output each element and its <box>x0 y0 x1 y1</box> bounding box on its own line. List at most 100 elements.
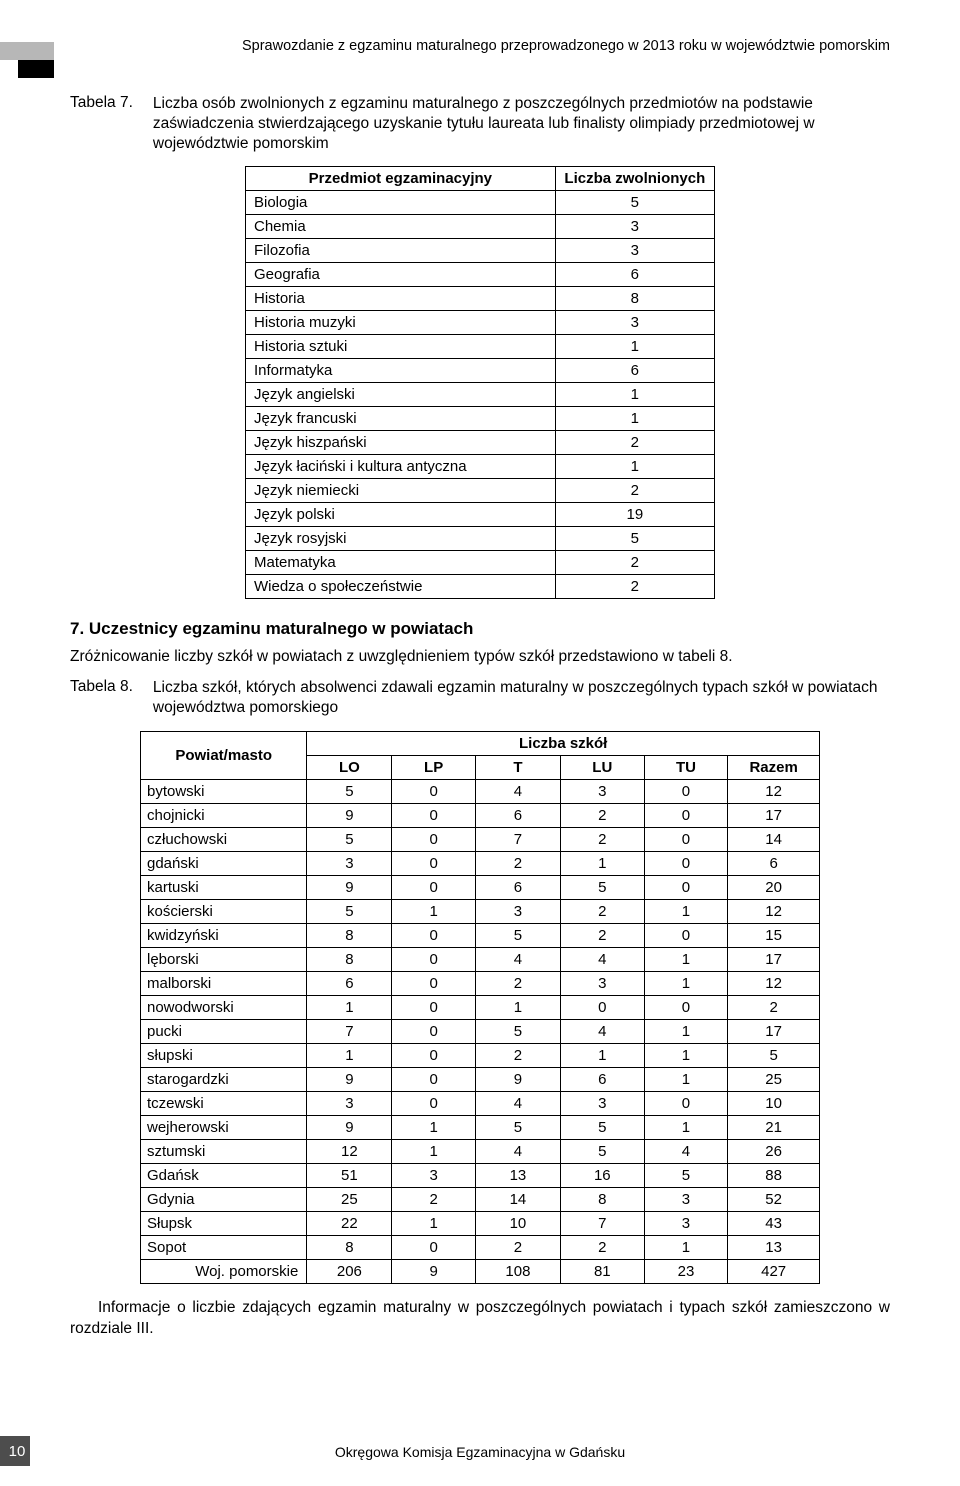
cell-subject: Język hiszpański <box>246 431 556 455</box>
cell-value: 0 <box>392 803 475 827</box>
cell-total-value: 206 <box>307 1259 392 1283</box>
cell-value: 3 <box>307 851 392 875</box>
table-row: pucki7054117 <box>141 1019 820 1043</box>
cell-value: 5 <box>560 875 644 899</box>
table-row: kartuski9065020 <box>141 875 820 899</box>
paragraph: Zróżnicowanie liczby szkół w powiatach z… <box>70 647 890 668</box>
table-row: gdański302106 <box>141 851 820 875</box>
cell-powiat: gdański <box>141 851 307 875</box>
cell-value: 0 <box>392 1067 475 1091</box>
cell-value: 0 <box>392 1043 475 1067</box>
table8-sub-lp: LP <box>392 755 475 779</box>
cell-value: 1 <box>392 1115 475 1139</box>
cell-value: 3 <box>644 1211 728 1235</box>
cell-value: 0 <box>392 923 475 947</box>
square-icon <box>18 42 36 60</box>
cell-value: 6 <box>475 875 560 899</box>
cell-value: 2 <box>475 1043 560 1067</box>
cell-count: 3 <box>555 239 714 263</box>
table7-col-subject: Przedmiot egzaminacyjny <box>246 167 556 191</box>
cell-powiat: malborski <box>141 971 307 995</box>
cell-count: 2 <box>555 551 714 575</box>
table8-sub-t: T <box>475 755 560 779</box>
cell-value: 3 <box>392 1163 475 1187</box>
table-row: Matematyka2 <box>246 551 715 575</box>
cell-value: 7 <box>475 827 560 851</box>
table-row: słupski102115 <box>141 1043 820 1067</box>
cell-value: 0 <box>392 875 475 899</box>
cell-value: 3 <box>644 1187 728 1211</box>
cell-powiat: bytowski <box>141 779 307 803</box>
cell-count: 6 <box>555 263 714 287</box>
table-row: kościerski5132112 <box>141 899 820 923</box>
cell-value: 14 <box>475 1187 560 1211</box>
cell-value: 0 <box>644 803 728 827</box>
cell-value: 0 <box>560 995 644 1019</box>
cell-value: 5 <box>560 1139 644 1163</box>
cell-value: 0 <box>392 1235 475 1259</box>
cell-value: 12 <box>728 779 820 803</box>
table-row: kwidzyński8052015 <box>141 923 820 947</box>
cell-value: 2 <box>475 851 560 875</box>
square-icon <box>36 60 54 78</box>
cell-value: 0 <box>644 995 728 1019</box>
cell-value: 10 <box>728 1091 820 1115</box>
cell-value: 8 <box>560 1187 644 1211</box>
cell-value: 5 <box>475 923 560 947</box>
cell-value: 0 <box>392 971 475 995</box>
table-row: człuchowski5072014 <box>141 827 820 851</box>
table-row: nowodworski101002 <box>141 995 820 1019</box>
table-row: Wiedza o społeczeństwie2 <box>246 575 715 599</box>
cell-value: 5 <box>307 827 392 851</box>
table-row: Język hiszpański2 <box>246 431 715 455</box>
table-row: Biologia5 <box>246 191 715 215</box>
table-row: Język francuski1 <box>246 407 715 431</box>
cell-value: 1 <box>560 851 644 875</box>
table-row: Historia8 <box>246 287 715 311</box>
cell-subject: Chemia <box>246 215 556 239</box>
cell-total-label: Woj. pomorskie <box>141 1259 307 1283</box>
cell-powiat: Słupsk <box>141 1211 307 1235</box>
table-row: Gdynia252148352 <box>141 1187 820 1211</box>
cell-value: 12 <box>728 971 820 995</box>
table-row: sztumski12145426 <box>141 1139 820 1163</box>
cell-powiat: kościerski <box>141 899 307 923</box>
table8-col-powiat: Powiat/masto <box>141 731 307 779</box>
cell-value: 0 <box>644 779 728 803</box>
cell-count: 2 <box>555 575 714 599</box>
cell-value: 3 <box>475 899 560 923</box>
cell-total-value: 81 <box>560 1259 644 1283</box>
table7: Przedmiot egzaminacyjny Liczba zwolniony… <box>245 166 715 599</box>
cell-value: 0 <box>392 779 475 803</box>
cell-value: 22 <box>307 1211 392 1235</box>
cell-value: 10 <box>475 1211 560 1235</box>
table8-sub-tu: TU <box>644 755 728 779</box>
cell-value: 7 <box>307 1019 392 1043</box>
cell-powiat: człuchowski <box>141 827 307 851</box>
cell-subject: Biologia <box>246 191 556 215</box>
cell-value: 1 <box>644 971 728 995</box>
cell-value: 2 <box>560 1235 644 1259</box>
section-heading: 7. Uczestnicy egzaminu maturalnego w pow… <box>70 619 890 639</box>
cell-powiat: pucki <box>141 1019 307 1043</box>
cell-count: 3 <box>555 215 714 239</box>
cell-value: 17 <box>728 947 820 971</box>
table-row: lęborski8044117 <box>141 947 820 971</box>
cell-powiat: chojnicki <box>141 803 307 827</box>
page-number: 10 <box>9 1443 26 1460</box>
cell-value: 5 <box>728 1043 820 1067</box>
cell-value: 1 <box>644 899 728 923</box>
cell-value: 17 <box>728 803 820 827</box>
cell-subject: Historia sztuki <box>246 335 556 359</box>
page-header: Sprawozdanie z egzaminu maturalnego prze… <box>70 38 890 54</box>
cell-value: 4 <box>644 1139 728 1163</box>
cell-value: 2 <box>475 1235 560 1259</box>
cell-value: 4 <box>475 779 560 803</box>
cell-powiat: kartuski <box>141 875 307 899</box>
table-row: chojnicki9062017 <box>141 803 820 827</box>
table-row: Chemia3 <box>246 215 715 239</box>
paragraph: Informacje o liczbie zdających egzamin m… <box>70 1298 890 1340</box>
cell-subject: Język angielski <box>246 383 556 407</box>
cell-value: 4 <box>475 1091 560 1115</box>
page-number-box: 10 <box>0 1436 44 1466</box>
